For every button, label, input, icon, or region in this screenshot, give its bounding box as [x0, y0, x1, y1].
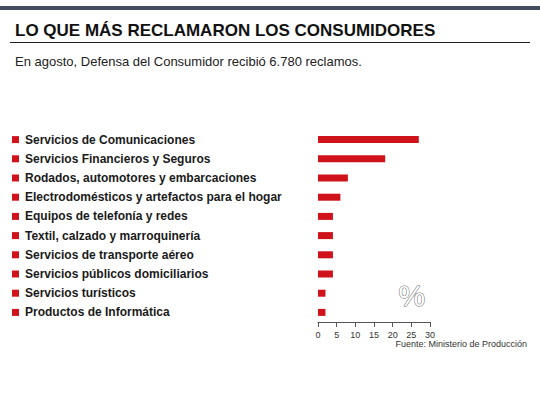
svg-text:5: 5 [334, 330, 339, 340]
svg-text:Servicios públicos domiciliari: Servicios públicos domiciliarios [25, 267, 209, 281]
svg-text:10: 10 [350, 330, 360, 340]
svg-text:Textil, calzado y marroquinerí: Textil, calzado y marroquinería [25, 229, 200, 243]
svg-text:Equipos de telefonía y redes: Equipos de telefonía y redes [25, 209, 188, 223]
svg-text:20: 20 [387, 329, 398, 340]
svg-text:Servicios de transporte aéreo: Servicios de transporte aéreo [25, 248, 194, 262]
svg-text:Electrodomésticos y artefactos: Electrodomésticos y artefactos para el h… [25, 190, 282, 204]
svg-text:Productos de Informática: Productos de Informática [25, 305, 170, 319]
svg-text:30: 30 [425, 329, 435, 340]
svg-text:25: 25 [406, 329, 417, 340]
svg-text:Servicios de Comunicaciones: Servicios de Comunicaciones [25, 133, 195, 147]
svg-text:15: 15 [369, 330, 379, 340]
svg-text:Fuente: Ministerio de Producci: Fuente: Ministerio de Producción [395, 339, 527, 349]
svg-text:En agosto, Defensa del Consumi: En agosto, Defensa del Consumidor recibi… [15, 54, 362, 69]
svg-text:0: 0 [315, 330, 320, 340]
svg-text:Rodados, automotores y embarca: Rodados, automotores y embarcaciones [25, 171, 257, 185]
svg-text:Servicios Financieros y Seguro: Servicios Financieros y Seguros [25, 152, 211, 166]
svg-text:Servicios turísticos: Servicios turísticos [25, 286, 136, 300]
svg-text:%: % [399, 279, 426, 312]
svg-text:LO QUE MÁS RECLAMARON LOS CONS: LO QUE MÁS RECLAMARON LOS CONSUMIDORES [15, 21, 435, 40]
